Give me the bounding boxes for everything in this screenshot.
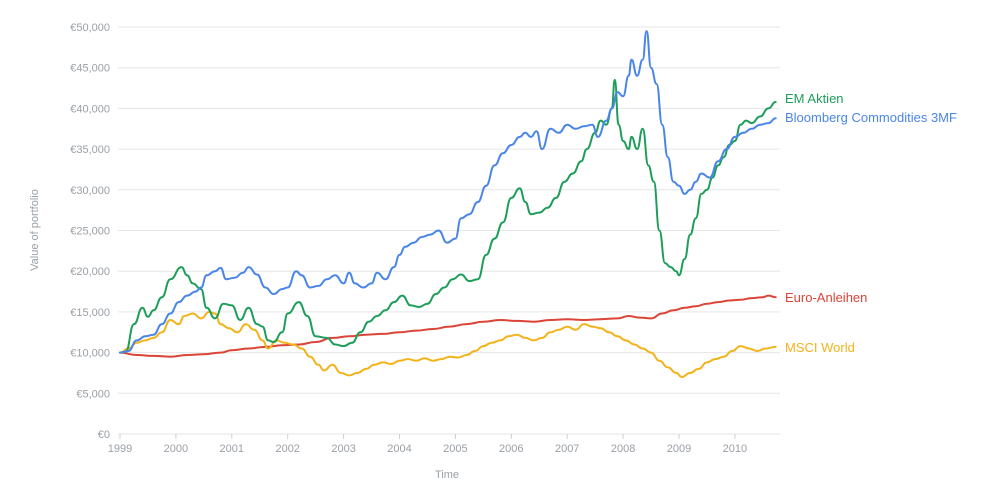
series-label-euro-anleihen: Euro-Anleihen: [785, 290, 867, 305]
x-tick-label: 1999: [108, 443, 132, 455]
y-tick-label: €0: [98, 429, 110, 441]
x-tick-label: 2006: [499, 443, 523, 455]
y-tick-label: €50,000: [70, 22, 110, 34]
y-tick-label: €15,000: [70, 307, 110, 319]
series-lines: [119, 30, 777, 378]
y-tick-label: €5,000: [76, 388, 110, 400]
x-tick-label: 2010: [723, 443, 747, 455]
x-axis-ticks: 1999 2000 2001 2002 2003 2004 2005 2006 2007 2008…: [108, 434, 747, 455]
x-tick-label: 2009: [667, 443, 691, 455]
x-tick-label: 2002: [275, 443, 299, 455]
x-tick-label: 2003: [331, 443, 355, 455]
y-tick-label: €20,000: [70, 266, 110, 278]
series-line-bloomberg-commodities-3mf: [119, 30, 777, 354]
series-line-euro-anleihen: [119, 294, 777, 358]
y-tick-label: €25,000: [70, 226, 110, 238]
x-tick-label: 2005: [443, 443, 467, 455]
x-tick-label: 2007: [555, 443, 579, 455]
y-tick-label: €45,000: [70, 63, 110, 75]
x-tick-label: 2000: [164, 443, 188, 455]
y-axis-ticks: €0 €5,000 €10,000 €15,000 €20,000 €25,000 €30,…: [70, 22, 110, 441]
grid-lines: [118, 26, 780, 435]
y-axis-title: Value of portfolio: [29, 189, 41, 271]
y-tick-label: €35,000: [70, 144, 110, 156]
series-end-labels: Euro-Anleihen MSCI World EM Aktien Bloomber…: [785, 91, 957, 355]
x-tick-label: 2008: [611, 443, 635, 455]
y-tick-label: €10,000: [70, 348, 110, 360]
series-line-em-aktien: [119, 78, 777, 354]
series-label-em-aktien: EM Aktien: [785, 91, 844, 106]
series-label-msci-world: MSCI World: [785, 340, 855, 355]
series-line-msci-world: [119, 310, 777, 378]
x-tick-label: 2004: [387, 443, 411, 455]
x-axis-title: Time: [435, 469, 459, 481]
y-tick-label: €40,000: [70, 103, 110, 115]
x-tick-label: 2001: [220, 443, 244, 455]
series-label-bloomberg-commodities-3mf: Bloomberg Commodities 3MF: [785, 110, 957, 125]
y-tick-label: €30,000: [70, 185, 110, 197]
